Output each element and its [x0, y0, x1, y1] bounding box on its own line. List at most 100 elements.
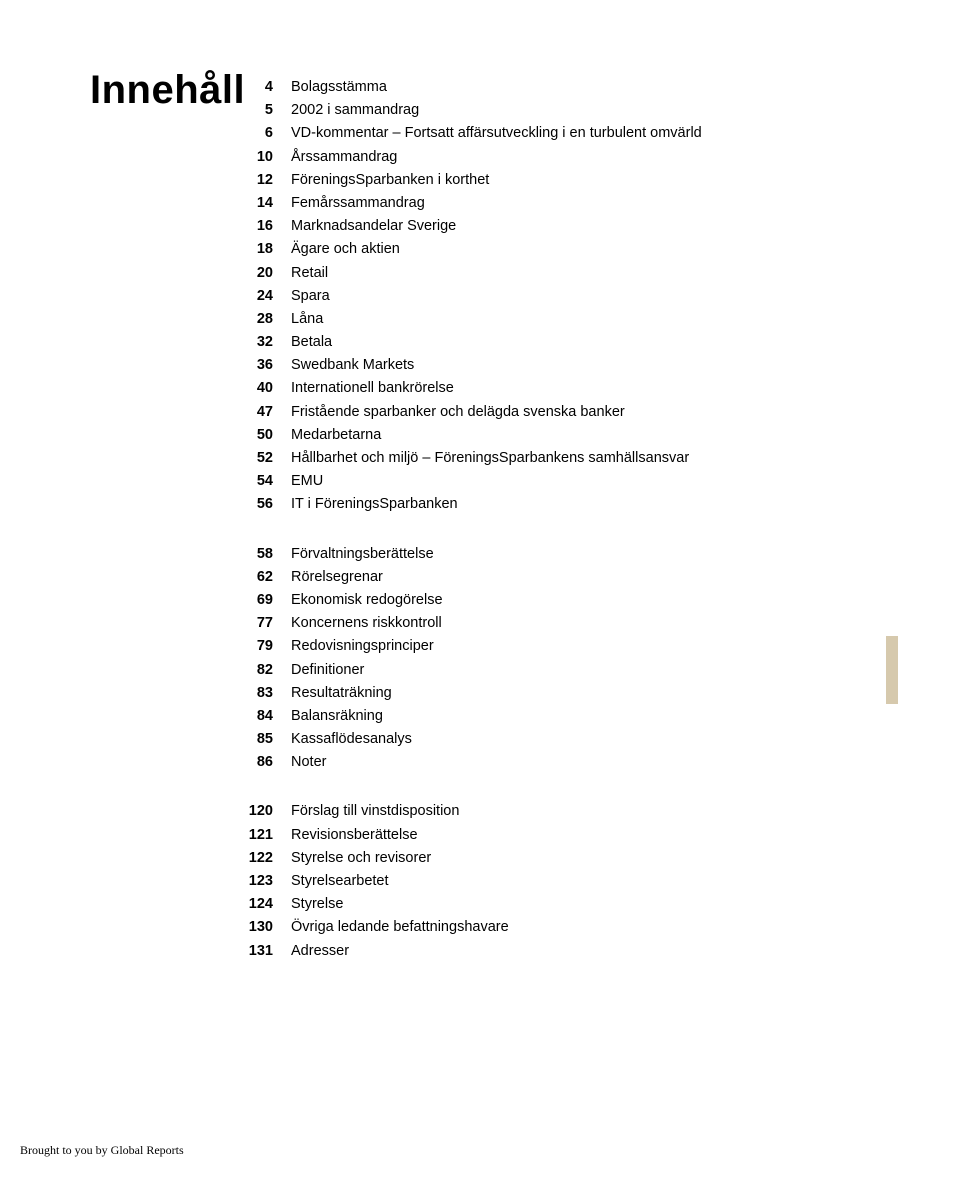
toc-label: Övriga ledande befattningshavare: [291, 916, 785, 939]
toc-row: 54EMU: [245, 470, 785, 493]
table-of-contents: 4Bolagsstämma52002 i sammandrag6VD-komme…: [245, 76, 785, 989]
toc-page-number: 77: [245, 612, 291, 635]
toc-page-number: 79: [245, 635, 291, 658]
toc-label: 2002 i sammandrag: [291, 99, 785, 122]
toc-label: VD-kommentar – Fortsatt affärsutveckling…: [291, 122, 785, 145]
toc-page-number: 124: [245, 893, 291, 916]
toc-label: Resultaträkning: [291, 682, 785, 705]
toc-label: Ägare och aktien: [291, 238, 785, 261]
toc-page-number: 4: [245, 76, 291, 99]
toc-page-number: 69: [245, 589, 291, 612]
toc-page-number: 12: [245, 169, 291, 192]
toc-row: 50Medarbetarna: [245, 424, 785, 447]
toc-page-number: 16: [245, 215, 291, 238]
toc-section: 58Förvaltningsberättelse62Rörelsegrenar6…: [245, 543, 785, 775]
toc-label: IT i FöreningsSparbanken: [291, 493, 785, 516]
toc-page-number: 85: [245, 728, 291, 751]
toc-page-number: 14: [245, 192, 291, 215]
toc-page-number: 47: [245, 401, 291, 424]
toc-page-number: 52: [245, 447, 291, 470]
toc-row: 83Resultaträkning: [245, 682, 785, 705]
footer-text: Brought to you by Global Reports: [20, 1143, 184, 1158]
toc-label: Ekonomisk redogörelse: [291, 589, 785, 612]
toc-page-number: 58: [245, 543, 291, 566]
toc-row: 10Årssammandrag: [245, 146, 785, 169]
toc-label: Årssammandrag: [291, 146, 785, 169]
toc-row: 6VD-kommentar – Fortsatt affärsutvecklin…: [245, 122, 785, 145]
toc-label: Hållbarhet och miljö – FöreningsSparbank…: [291, 447, 785, 470]
toc-row: 86Noter: [245, 751, 785, 774]
toc-page-number: 32: [245, 331, 291, 354]
toc-row: 52002 i sammandrag: [245, 99, 785, 122]
toc-page-number: 18: [245, 238, 291, 261]
toc-page-number: 6: [245, 122, 291, 145]
toc-page-number: 83: [245, 682, 291, 705]
toc-label: Spara: [291, 285, 785, 308]
toc-page-number: 10: [245, 146, 291, 169]
toc-row: 47Fristående sparbanker och delägda sven…: [245, 401, 785, 424]
toc-row: 121Revisionsberättelse: [245, 824, 785, 847]
toc-row: 14Femårssammandrag: [245, 192, 785, 215]
toc-page-number: 121: [245, 824, 291, 847]
toc-page-number: 20: [245, 262, 291, 285]
toc-page-number: 24: [245, 285, 291, 308]
toc-row: 85Kassaflödesanalys: [245, 728, 785, 751]
toc-label: Styrelsearbetet: [291, 870, 785, 893]
toc-row: 77Koncernens riskkontroll: [245, 612, 785, 635]
toc-page-number: 120: [245, 800, 291, 823]
toc-label: Retail: [291, 262, 785, 285]
toc-label: Styrelse och revisorer: [291, 847, 785, 870]
toc-label: Redovisningsprinciper: [291, 635, 785, 658]
toc-label: Styrelse: [291, 893, 785, 916]
toc-label: Femårssammandrag: [291, 192, 785, 215]
toc-row: 120Förslag till vinstdisposition: [245, 800, 785, 823]
page-title: Innehåll: [90, 68, 245, 113]
toc-page-number: 28: [245, 308, 291, 331]
toc-row: 12FöreningsSparbanken i korthet: [245, 169, 785, 192]
toc-label: Balansräkning: [291, 705, 785, 728]
toc-label: Förslag till vinstdisposition: [291, 800, 785, 823]
toc-label: EMU: [291, 470, 785, 493]
toc-page-number: 62: [245, 566, 291, 589]
toc-label: Bolagsstämma: [291, 76, 785, 99]
toc-page-number: 36: [245, 354, 291, 377]
toc-row: 62Rörelsegrenar: [245, 566, 785, 589]
toc-label: Swedbank Markets: [291, 354, 785, 377]
toc-row: 79Redovisningsprinciper: [245, 635, 785, 658]
toc-section: 120Förslag till vinstdisposition121Revis…: [245, 800, 785, 962]
toc-label: Noter: [291, 751, 785, 774]
toc-label: Låna: [291, 308, 785, 331]
toc-page-number: 122: [245, 847, 291, 870]
toc-label: Medarbetarna: [291, 424, 785, 447]
toc-row: 130Övriga ledande befattningshavare: [245, 916, 785, 939]
toc-row: 82Definitioner: [245, 659, 785, 682]
toc-page-number: 5: [245, 99, 291, 122]
toc-label: Definitioner: [291, 659, 785, 682]
accent-bar: [886, 636, 898, 704]
toc-page-number: 86: [245, 751, 291, 774]
toc-label: Förvaltningsberättelse: [291, 543, 785, 566]
toc-label: Koncernens riskkontroll: [291, 612, 785, 635]
toc-label: Kassaflödesanalys: [291, 728, 785, 751]
toc-row: 24Spara: [245, 285, 785, 308]
toc-row: 131Adresser: [245, 940, 785, 963]
toc-page-number: 82: [245, 659, 291, 682]
toc-row: 20Retail: [245, 262, 785, 285]
toc-row: 28Låna: [245, 308, 785, 331]
toc-row: 58Förvaltningsberättelse: [245, 543, 785, 566]
toc-row: 52Hållbarhet och miljö – FöreningsSparba…: [245, 447, 785, 470]
toc-row: 4Bolagsstämma: [245, 76, 785, 99]
toc-page-number: 40: [245, 377, 291, 400]
toc-page-number: 131: [245, 940, 291, 963]
toc-row: 56IT i FöreningsSparbanken: [245, 493, 785, 516]
toc-row: 69Ekonomisk redogörelse: [245, 589, 785, 612]
toc-page-number: 50: [245, 424, 291, 447]
toc-label: Rörelsegrenar: [291, 566, 785, 589]
toc-page-number: 54: [245, 470, 291, 493]
toc-label: Adresser: [291, 940, 785, 963]
toc-page-number: 56: [245, 493, 291, 516]
toc-row: 36Swedbank Markets: [245, 354, 785, 377]
toc-label: Revisionsberättelse: [291, 824, 785, 847]
toc-label: Betala: [291, 331, 785, 354]
toc-label: FöreningsSparbanken i korthet: [291, 169, 785, 192]
